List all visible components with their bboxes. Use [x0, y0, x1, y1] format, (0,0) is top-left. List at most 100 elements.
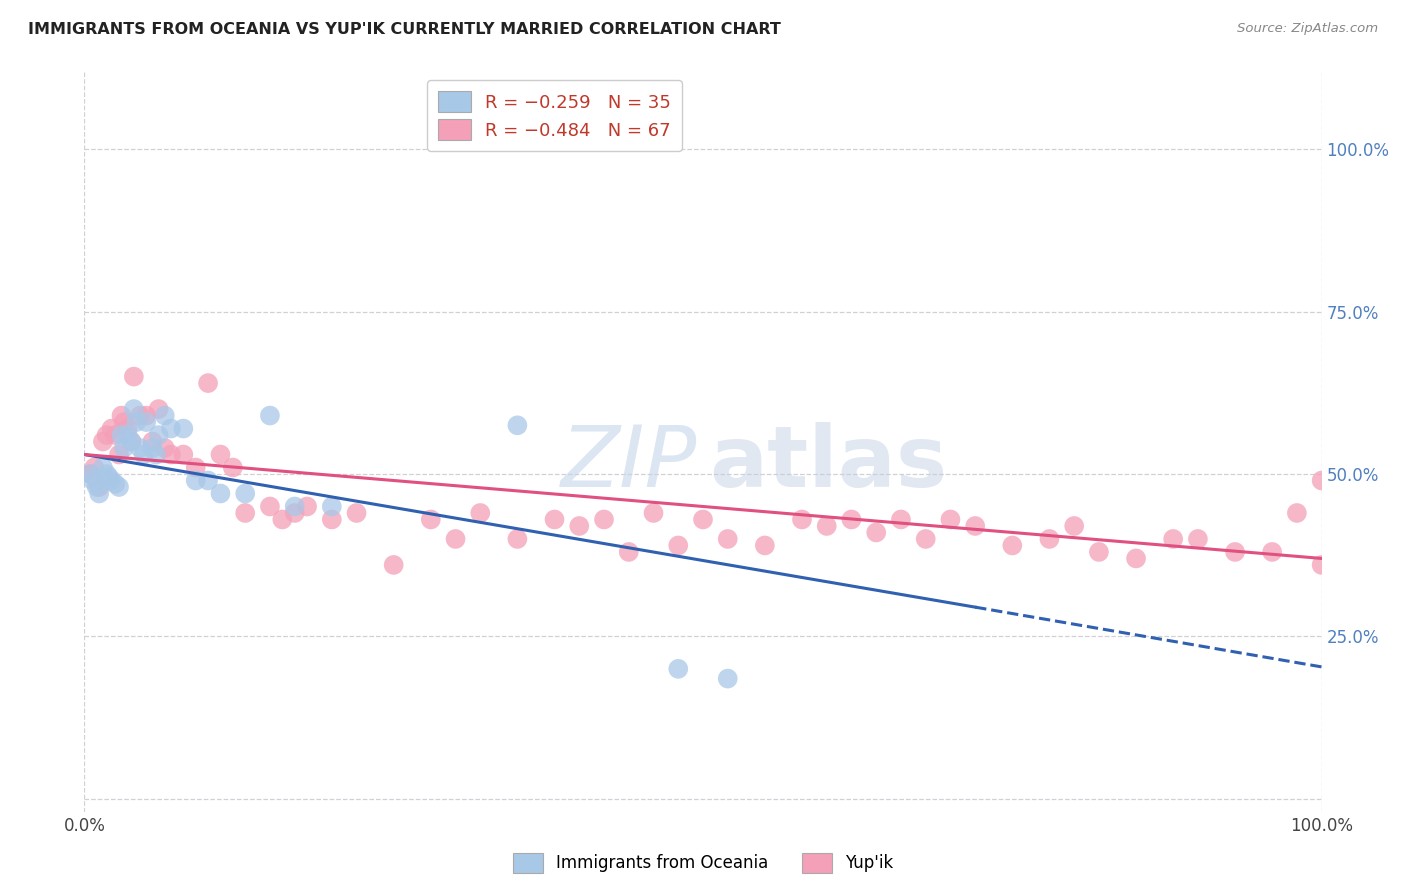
Point — [141, 441, 163, 455]
Point — [120, 434, 142, 449]
Point — [145, 448, 167, 462]
Point — [233, 506, 256, 520]
Point — [209, 448, 232, 462]
Point — [1285, 506, 1308, 520]
Text: Source: ZipAtlas.com: Source: ZipAtlas.com — [1237, 22, 1378, 36]
Point — [1125, 551, 1147, 566]
Point — [1088, 545, 1111, 559]
Point — [543, 512, 565, 526]
Y-axis label: Currently Married: Currently Married — [0, 375, 7, 508]
Point — [79, 467, 101, 481]
Point — [717, 532, 740, 546]
Point — [117, 428, 139, 442]
Point — [1310, 474, 1333, 488]
Point — [1310, 558, 1333, 572]
Point — [91, 460, 114, 475]
Point — [717, 672, 740, 686]
Point — [135, 409, 157, 423]
Point — [346, 506, 368, 520]
Point — [89, 486, 111, 500]
Point — [271, 512, 294, 526]
Point — [86, 480, 108, 494]
Point — [172, 448, 194, 462]
Legend: R = −0.259   N = 35, R = −0.484   N = 67: R = −0.259 N = 35, R = −0.484 N = 67 — [427, 80, 682, 151]
Point — [160, 421, 183, 435]
Point — [593, 512, 616, 526]
Legend: Immigrants from Oceania, Yup'ik: Immigrants from Oceania, Yup'ik — [506, 847, 900, 880]
Point — [98, 470, 121, 484]
Point — [890, 512, 912, 526]
Point — [939, 512, 962, 526]
Point — [470, 506, 492, 520]
Point — [184, 474, 207, 488]
Point — [104, 428, 127, 442]
Point — [122, 369, 145, 384]
Point — [209, 486, 232, 500]
Point — [1063, 519, 1085, 533]
Point — [692, 512, 714, 526]
Point — [444, 532, 467, 546]
Point — [790, 512, 813, 526]
Point — [148, 402, 170, 417]
Point — [129, 409, 152, 423]
Point — [321, 500, 343, 514]
Point — [617, 545, 640, 559]
Point — [132, 448, 155, 462]
Point — [666, 538, 689, 552]
Point — [841, 512, 863, 526]
Point — [110, 409, 132, 423]
Point — [172, 421, 194, 435]
Point — [815, 519, 838, 533]
Point — [1001, 538, 1024, 552]
Point — [965, 519, 987, 533]
Point — [643, 506, 665, 520]
Point — [1223, 545, 1246, 559]
Point — [197, 376, 219, 390]
Point — [865, 525, 887, 540]
Point — [184, 460, 207, 475]
Point — [100, 421, 122, 435]
Point — [112, 415, 135, 429]
Point — [754, 538, 776, 552]
Point — [419, 512, 441, 526]
Point — [96, 428, 118, 442]
Point — [233, 486, 256, 500]
Point — [91, 434, 114, 449]
Point — [568, 519, 591, 533]
Text: ZIP: ZIP — [561, 422, 697, 505]
Point — [1261, 545, 1284, 559]
Point — [89, 480, 111, 494]
Point — [321, 512, 343, 526]
Point — [197, 474, 219, 488]
Point — [125, 415, 148, 429]
Point — [160, 448, 183, 462]
Text: IMMIGRANTS FROM OCEANIA VS YUP'IK CURRENTLY MARRIED CORRELATION CHART: IMMIGRANTS FROM OCEANIA VS YUP'IK CURREN… — [28, 22, 780, 37]
Point — [129, 441, 152, 455]
Point — [120, 434, 142, 449]
Point — [108, 448, 131, 462]
Point — [295, 500, 318, 514]
Point — [98, 474, 121, 488]
Text: atlas: atlas — [709, 422, 948, 505]
Point — [117, 421, 139, 435]
Point — [506, 418, 529, 433]
Point — [259, 409, 281, 423]
Point — [110, 428, 132, 442]
Point — [1187, 532, 1209, 546]
Point — [1161, 532, 1184, 546]
Point — [222, 460, 245, 475]
Point — [666, 662, 689, 676]
Point — [284, 500, 307, 514]
Point — [79, 467, 101, 481]
Point — [112, 441, 135, 455]
Point — [100, 474, 122, 488]
Point — [382, 558, 405, 572]
Point — [86, 474, 108, 488]
Point — [96, 467, 118, 481]
Point — [83, 460, 105, 475]
Point — [82, 474, 104, 488]
Point — [153, 441, 176, 455]
Point — [1038, 532, 1060, 546]
Point — [259, 500, 281, 514]
Point — [141, 434, 163, 449]
